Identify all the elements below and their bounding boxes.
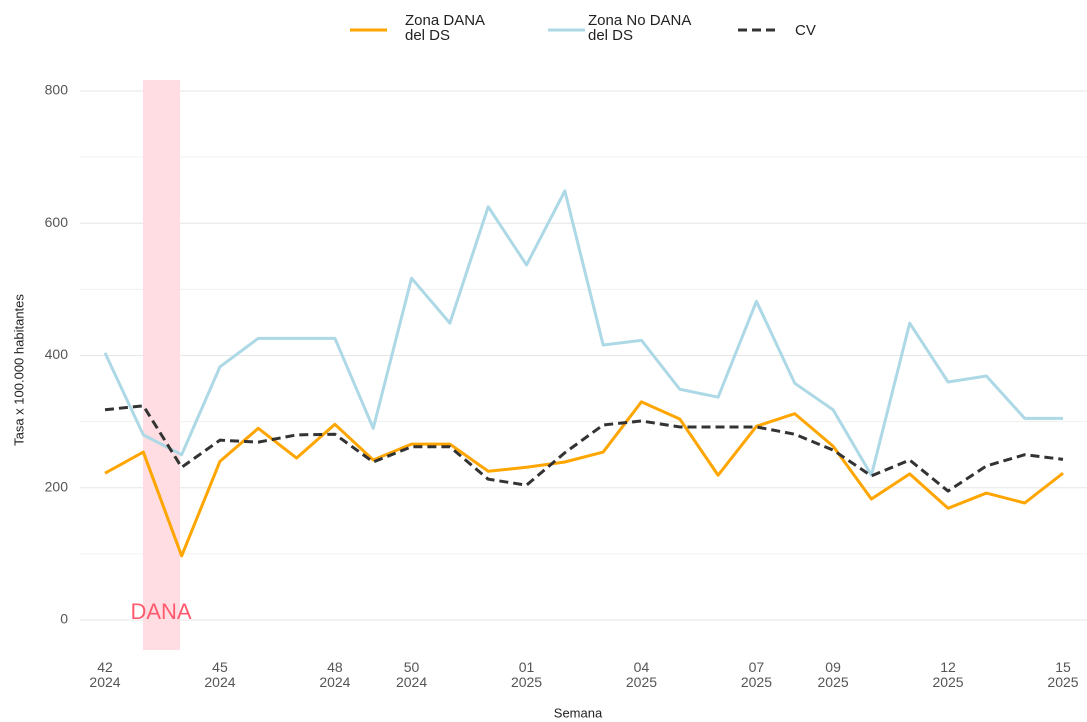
x-tick-label: 07 2025 bbox=[740, 659, 773, 690]
x-tick-label: 45 2024 bbox=[204, 659, 236, 690]
y-axis-title: Tasa x 100.000 habitantes bbox=[11, 294, 26, 446]
series-line bbox=[104, 400, 1064, 558]
x-tick-label: 15 2025 bbox=[1047, 659, 1079, 690]
series-line bbox=[103, 189, 1063, 477]
legend-label: Zona No DANA del DS bbox=[588, 12, 692, 44]
x-axis-title: Semana bbox=[554, 705, 603, 720]
y-tick-label: 400 bbox=[45, 346, 69, 362]
x-tick-label: 42 2024 bbox=[89, 659, 121, 690]
x-tick-label: 50 2024 bbox=[395, 659, 428, 690]
y-tick-label: 800 bbox=[45, 82, 69, 98]
legend-label: Zona DANA del DS bbox=[405, 12, 486, 44]
series-line bbox=[104, 404, 1064, 493]
x-tick-label: 48 2024 bbox=[319, 659, 351, 690]
x-tick-label: 12 2025 bbox=[932, 659, 964, 690]
legend-label: CV bbox=[795, 22, 816, 39]
y-tick-label: 200 bbox=[45, 478, 69, 494]
annotation: DANA bbox=[130, 599, 191, 624]
x-tick-label: 09 2025 bbox=[817, 659, 849, 690]
y-tick-label: 600 bbox=[45, 214, 69, 230]
x-tick-label: 01 2025 bbox=[510, 659, 543, 690]
dana-highlight bbox=[143, 80, 180, 650]
y-tick-label: 0 bbox=[60, 611, 68, 627]
x-tick-label: 04 2025 bbox=[625, 659, 658, 690]
